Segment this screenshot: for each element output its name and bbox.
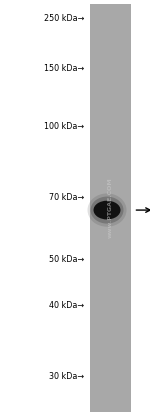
Text: www.PTGAE.COM: www.PTGAE.COM [108,178,113,238]
Text: 250 kDa→: 250 kDa→ [44,14,84,23]
Ellipse shape [90,197,123,224]
Ellipse shape [93,201,120,220]
Text: 100 kDa→: 100 kDa→ [44,122,84,131]
Text: 150 kDa→: 150 kDa→ [44,64,84,73]
Text: 50 kDa→: 50 kDa→ [49,255,84,265]
Ellipse shape [87,193,126,227]
Bar [90,4,130,412]
Text: 30 kDa→: 30 kDa→ [49,372,84,381]
Text: 40 kDa→: 40 kDa→ [49,301,84,310]
Text: 70 kDa→: 70 kDa→ [49,193,84,202]
